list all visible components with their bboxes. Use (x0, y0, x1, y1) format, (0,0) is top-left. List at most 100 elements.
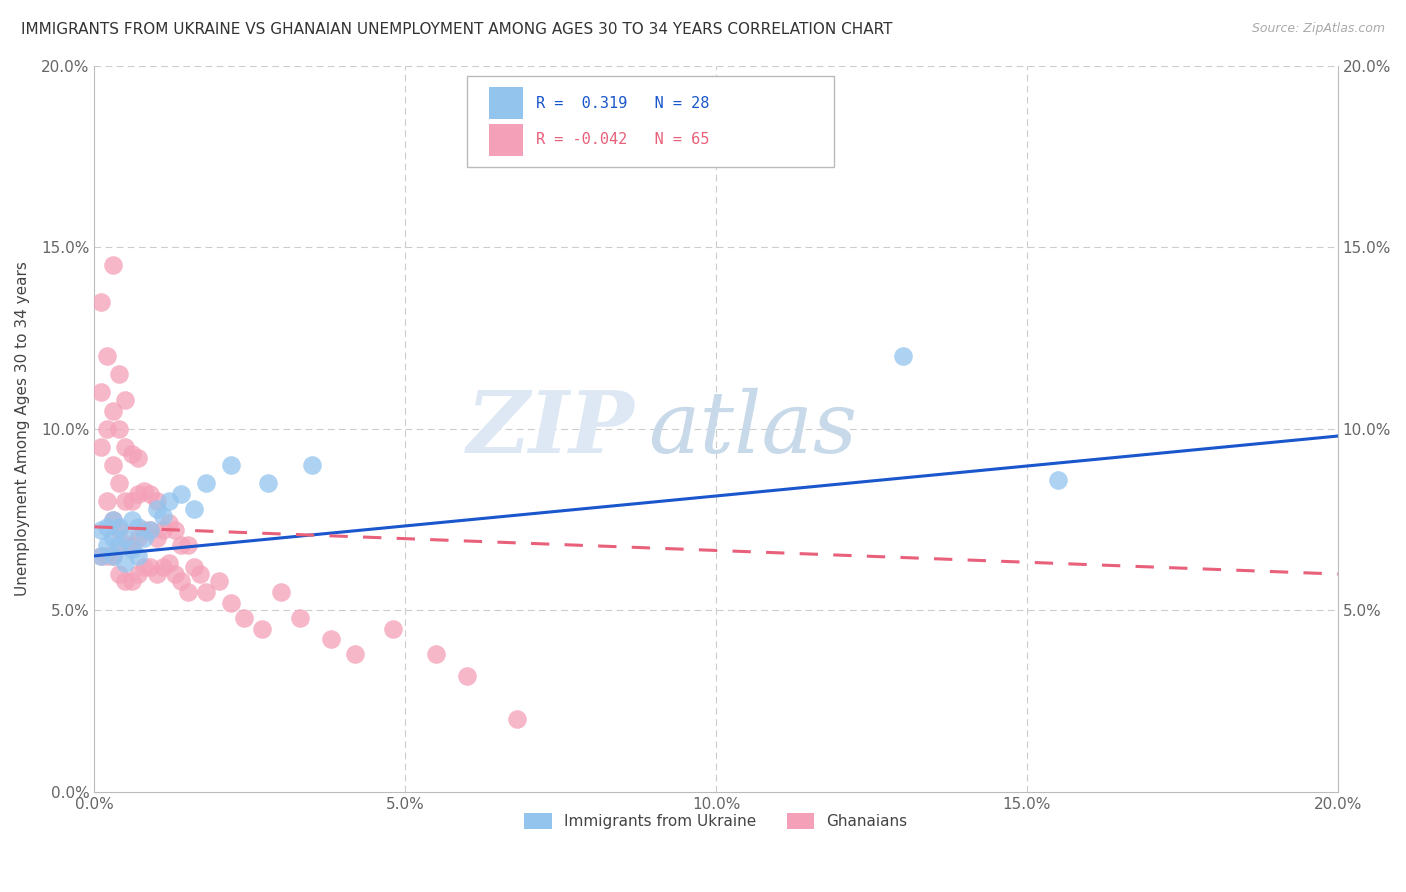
Point (90, 440, 112, 454)
Point (114, 574, 136, 589)
Point (114, 538, 136, 552)
Point (219, 596, 242, 610)
Text: Source: ZipAtlas.com: Source: ZipAtlas.com (1251, 22, 1385, 36)
Point (101, 512, 124, 526)
Point (232, 610, 254, 624)
Point (121, 541, 143, 556)
Point (381, 622, 404, 636)
Point (139, 524, 162, 538)
Point (288, 610, 311, 624)
Point (101, 512, 124, 526)
Point (176, 538, 198, 552)
Point (170, 487, 193, 501)
Point (219, 458, 242, 472)
Text: R = -0.042   N = 65: R = -0.042 N = 65 (536, 132, 709, 147)
Point (127, 549, 149, 563)
Point (157, 516, 180, 531)
Point (139, 487, 162, 501)
Point (101, 458, 124, 472)
Point (344, 647, 367, 661)
Point (132, 483, 155, 498)
Point (165, 524, 187, 538)
Point (90, 549, 112, 563)
Point (127, 520, 149, 534)
Point (183, 559, 205, 574)
Point (96, 422, 118, 436)
Point (121, 538, 143, 552)
Point (121, 574, 143, 589)
Point (145, 494, 167, 508)
Point (132, 524, 155, 538)
Point (139, 559, 162, 574)
Text: IMMIGRANTS FROM UKRAINE VS GHANAIAN UNEMPLOYMENT AMONG AGES 30 TO 34 YEARS CORRE: IMMIGRANTS FROM UKRAINE VS GHANAIAN UNEM… (21, 22, 893, 37)
Point (127, 567, 149, 582)
Point (195, 476, 218, 491)
Point (108, 567, 131, 582)
Point (114, 494, 136, 508)
Point (114, 440, 136, 454)
Point (114, 556, 136, 570)
Point (319, 632, 342, 647)
Point (101, 531, 124, 545)
Point (101, 403, 124, 417)
Point (145, 531, 167, 545)
Point (152, 508, 174, 523)
Point (456, 669, 478, 683)
Point (96, 520, 118, 534)
Legend: Immigrants from Ukraine, Ghanaians: Immigrants from Ukraine, Ghanaians (519, 807, 914, 835)
Point (270, 585, 292, 599)
Point (152, 524, 174, 538)
Text: atlas: atlas (648, 387, 856, 470)
Point (157, 494, 180, 508)
Point (208, 574, 231, 589)
Point (188, 567, 211, 582)
Point (170, 538, 193, 552)
Point (165, 567, 187, 582)
FancyBboxPatch shape (467, 77, 834, 168)
Point (176, 585, 198, 599)
Point (101, 549, 124, 563)
Point (145, 567, 167, 582)
Point (90, 549, 112, 563)
Point (301, 458, 323, 472)
Point (127, 450, 149, 465)
Point (1046, 473, 1069, 487)
Point (250, 622, 273, 636)
Point (425, 647, 447, 661)
Point (127, 487, 149, 501)
Point (139, 524, 162, 538)
Point (114, 392, 136, 407)
Point (506, 712, 529, 726)
Point (891, 349, 914, 363)
Point (90, 294, 112, 309)
Point (157, 556, 180, 570)
Point (101, 549, 124, 563)
Y-axis label: Unemployment Among Ages 30 to 34 years: Unemployment Among Ages 30 to 34 years (15, 261, 30, 596)
Point (121, 447, 143, 461)
Point (121, 494, 143, 508)
Point (96, 349, 118, 363)
Point (132, 559, 155, 574)
Bar (488, 87, 523, 120)
Point (96, 494, 118, 508)
Point (257, 476, 280, 491)
Text: ZIP: ZIP (467, 387, 636, 471)
Point (96, 538, 118, 552)
Text: R =  0.319   N = 28: R = 0.319 N = 28 (536, 95, 709, 111)
Point (145, 501, 167, 516)
Point (132, 531, 155, 545)
Point (90, 385, 112, 400)
Point (101, 258, 124, 272)
Point (121, 512, 143, 526)
Point (127, 531, 149, 545)
Point (114, 531, 136, 545)
Point (108, 476, 131, 491)
Point (170, 574, 193, 589)
Point (183, 501, 205, 516)
Bar (488, 124, 523, 156)
Point (96, 549, 118, 563)
Point (108, 524, 131, 538)
Point (152, 559, 174, 574)
Point (108, 538, 131, 552)
Point (108, 368, 131, 382)
